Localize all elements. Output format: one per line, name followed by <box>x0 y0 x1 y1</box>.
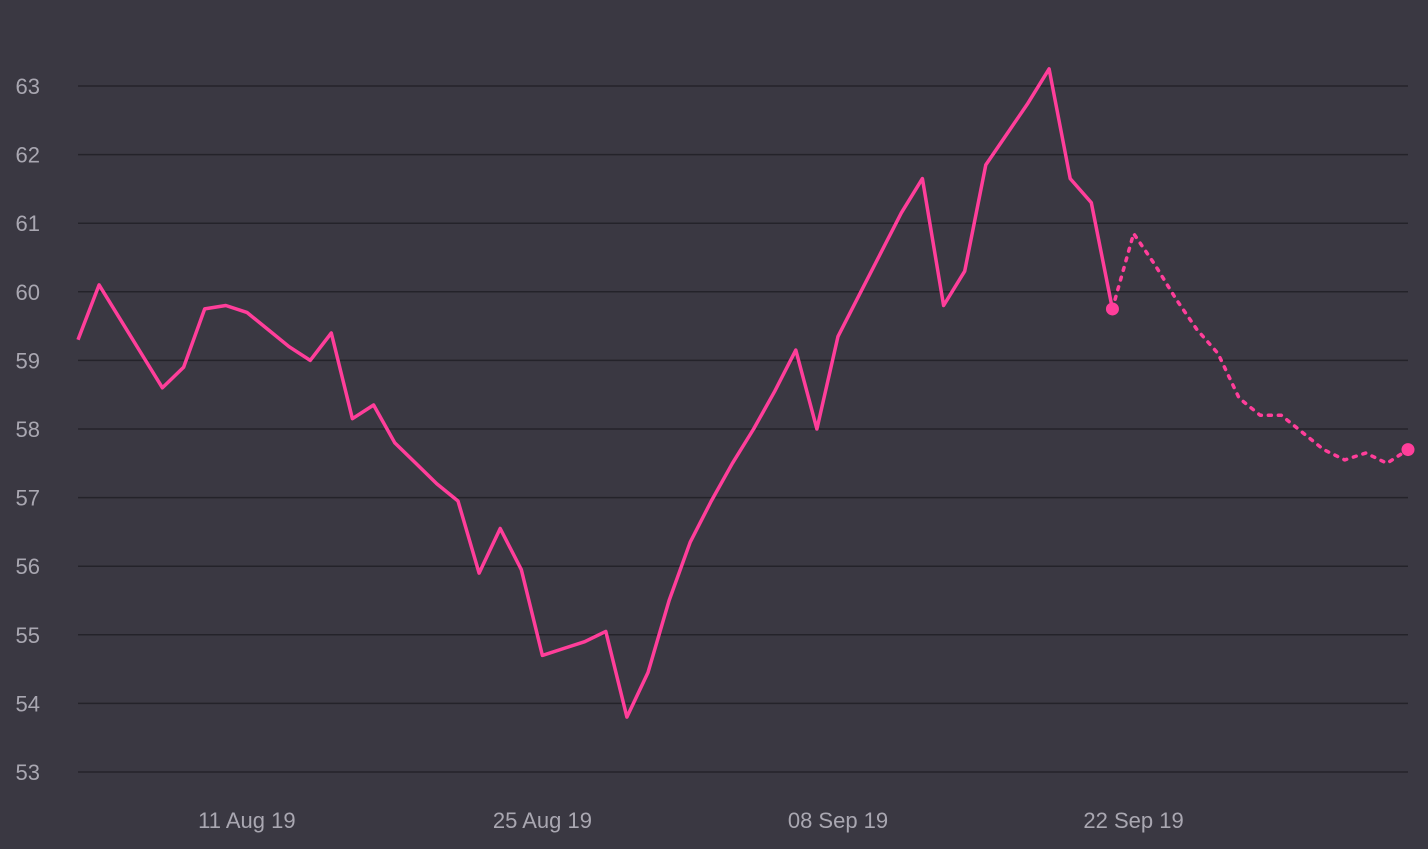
forecast-series-line <box>1110 231 1410 466</box>
y-axis: 53 54 55 56 57 58 59 60 61 62 63 <box>16 74 40 785</box>
series-end-point <box>1105 302 1119 316</box>
y-tick-label: 62 <box>16 143 40 168</box>
y-tick-label: 57 <box>16 486 40 511</box>
x-tick-label: 22 Sep 19 <box>1083 808 1183 833</box>
x-axis: 11 Aug 19 25 Aug 19 08 Sep 19 22 Sep 19 <box>198 808 1184 833</box>
x-tick-label: 08 Sep 19 <box>788 808 888 833</box>
y-tick-label: 59 <box>16 348 40 373</box>
series-end-markers <box>1105 302 1415 457</box>
y-tick-label: 58 <box>16 417 40 442</box>
y-tick-label: 53 <box>16 760 40 785</box>
y-tick-label: 60 <box>16 280 40 305</box>
y-tick-label: 55 <box>16 623 40 648</box>
y-tick-label: 61 <box>16 211 40 236</box>
y-tick-label: 56 <box>16 554 40 579</box>
y-tick-label: 54 <box>16 691 40 716</box>
actual-series-line <box>76 67 1115 719</box>
x-tick-label: 25 Aug 19 <box>493 808 592 833</box>
y-tick-label: 63 <box>16 74 40 99</box>
grid-lines <box>78 85 1408 773</box>
x-tick-label: 11 Aug 19 <box>198 808 295 833</box>
series-end-point <box>1401 443 1415 457</box>
series-lines <box>76 67 1410 719</box>
